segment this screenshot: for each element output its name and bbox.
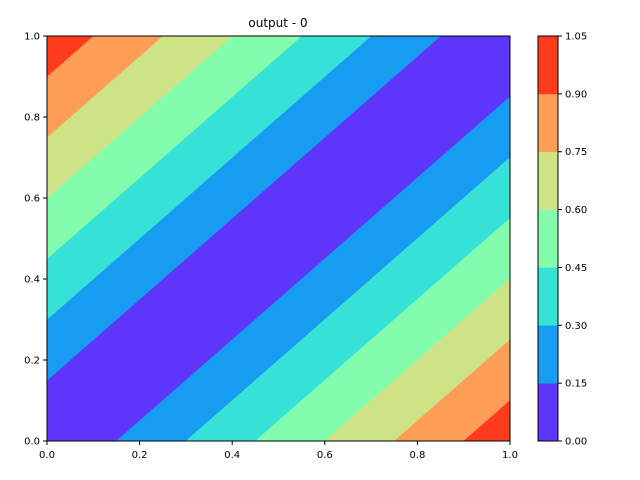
x-tick-label-5: 1.0 <box>502 450 518 461</box>
x-tick-label-3: 0.6 <box>317 450 333 461</box>
colorbar-tick-label-5: 0.75 <box>565 147 587 158</box>
colorbar-axis: 0.00 0.15 0.30 0.45 0.60 0.75 0.90 1.05 <box>558 32 587 448</box>
y-tick-label-5: 1.0 <box>24 32 40 43</box>
x-axis: 0.0 0.2 0.4 0.6 0.8 1.0 <box>39 441 518 461</box>
x-tick-label-1: 0.2 <box>132 450 148 461</box>
x-tick-label-0: 0.0 <box>39 450 55 461</box>
y-tick-label-2: 0.4 <box>24 275 40 286</box>
y-axis: 0.0 0.2 0.4 0.6 0.8 1.0 <box>24 32 47 448</box>
colorbar-segment-3 <box>538 209 558 268</box>
colorbar-tick-label-0: 0.00 <box>565 437 587 448</box>
colorbar-segment-2 <box>538 267 558 326</box>
colorbar <box>538 36 558 442</box>
colorbar-tick-label-4: 0.60 <box>565 205 587 216</box>
y-tick-label-3: 0.6 <box>24 194 40 205</box>
plot-frame <box>46 35 511 442</box>
colorbar-tick-label-2: 0.30 <box>565 321 587 332</box>
colorbar-segment-4 <box>538 151 558 210</box>
colorbar-segment-0 <box>538 383 558 442</box>
colorbar-frame <box>537 35 559 442</box>
y-tick-label-4: 0.8 <box>24 113 40 124</box>
colorbar-tick-label-6: 0.90 <box>565 89 587 100</box>
x-tick-label-4: 0.8 <box>409 450 425 461</box>
contour-bands <box>46 35 511 442</box>
y-tick-label-1: 0.2 <box>24 356 40 367</box>
colorbar-tick-label-1: 0.15 <box>565 379 587 390</box>
x-tick-label-2: 0.4 <box>224 450 240 461</box>
chart-title: output - 0 <box>248 16 307 30</box>
colorbar-tick-label-3: 0.45 <box>565 263 587 274</box>
colorbar-tick-label-7: 1.05 <box>565 32 587 43</box>
colorbar-segment-1 <box>538 325 558 384</box>
colorbar-segment-6 <box>538 36 558 95</box>
y-tick-label-0: 0.0 <box>24 437 40 448</box>
colorbar-segment-5 <box>538 93 558 153</box>
